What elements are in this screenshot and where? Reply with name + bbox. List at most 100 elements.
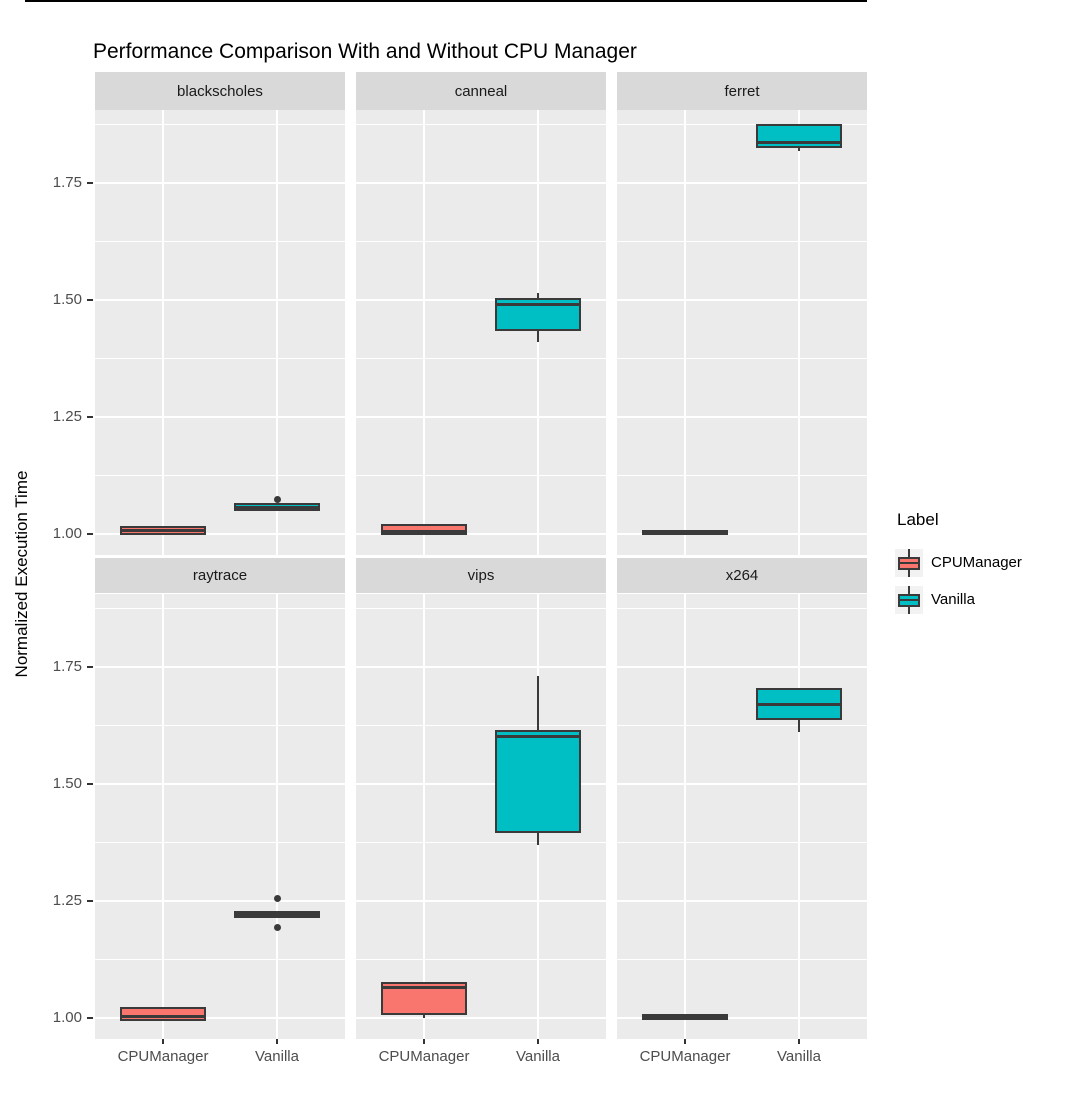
whisker-upper-canneal-Vanilla xyxy=(537,292,539,300)
y-tick-label: 1.25 xyxy=(52,891,82,909)
gridline-major-v xyxy=(798,594,800,1039)
gridline-minor-h xyxy=(356,841,606,843)
gridline-major-h xyxy=(356,782,606,785)
gridline-major-v xyxy=(684,594,686,1039)
whisker-lower-canneal-Vanilla xyxy=(537,329,539,342)
facet-panel-blackscholes xyxy=(95,110,345,555)
gridline-minor-h xyxy=(617,958,867,960)
median-blackscholes-Vanilla xyxy=(234,505,320,509)
whisker-lower-vips-CPUManager xyxy=(423,1012,425,1018)
gridline-major-h xyxy=(95,665,345,668)
gridline-major-h xyxy=(617,181,867,184)
gridline-major-h xyxy=(617,782,867,785)
x-tick-mark xyxy=(537,1039,539,1044)
gridline-minor-h xyxy=(617,607,867,609)
median-raytrace-Vanilla xyxy=(234,913,320,917)
legend-label-cpumanager: CPUManager xyxy=(931,554,1022,571)
gridline-minor-h xyxy=(356,958,606,960)
facet-panel-vips xyxy=(356,594,606,1039)
gridline-major-v xyxy=(684,110,686,555)
gridline-major-h xyxy=(617,665,867,668)
whisker-lower-ferret-Vanilla xyxy=(798,146,800,151)
whisker-lower-x264-Vanilla xyxy=(798,718,800,733)
y-tick-mark xyxy=(87,415,93,418)
x-tick-label: Vanilla xyxy=(255,1048,299,1065)
gridline-major-h xyxy=(95,532,345,535)
gridline-minor-h xyxy=(95,240,345,242)
whisker-lower-vips-Vanilla xyxy=(537,830,539,845)
gridline-major-h xyxy=(95,782,345,785)
x-tick-mark xyxy=(798,1039,800,1044)
gridline-major-h xyxy=(356,415,606,418)
x-tick-label: CPUManager xyxy=(378,1048,470,1065)
gridline-minor-h xyxy=(356,607,606,609)
x-tick-label: Vanilla xyxy=(516,1048,560,1065)
gridline-major-h xyxy=(356,181,606,184)
gridline-major-h xyxy=(617,298,867,301)
facet-strip-blackscholes: blackscholes xyxy=(95,72,345,110)
x-tick-label: CPUManager xyxy=(639,1048,731,1065)
facet-strip-x264: x264 xyxy=(617,558,867,593)
median-ferret-Vanilla xyxy=(756,141,842,145)
gridline-major-v xyxy=(162,594,164,1039)
y-tick-mark xyxy=(87,899,93,902)
x-tick-label: Vanilla xyxy=(777,1048,821,1065)
gridline-minor-h xyxy=(617,357,867,359)
gridline-major-h xyxy=(356,899,606,902)
median-canneal-CPUManager xyxy=(381,529,467,533)
y-tick-label: 1.25 xyxy=(52,407,82,425)
y-tick-mark xyxy=(87,782,93,785)
facet-strip-vips: vips xyxy=(356,558,606,593)
y-tick-label: 1.75 xyxy=(52,657,82,675)
gridline-minor-h xyxy=(356,724,606,726)
gridline-minor-h xyxy=(617,123,867,125)
gridline-major-h xyxy=(356,665,606,668)
gridline-major-v xyxy=(162,110,164,555)
y-tick-label: 1.75 xyxy=(52,173,82,191)
gridline-major-v xyxy=(276,594,278,1039)
gridline-minor-h xyxy=(95,357,345,359)
facet-panel-canneal xyxy=(356,110,606,555)
gridline-minor-h xyxy=(95,474,345,476)
gridline-major-h xyxy=(617,1016,867,1019)
gridline-minor-h xyxy=(95,607,345,609)
gridline-major-h xyxy=(95,1016,345,1019)
median-x264-CPUManager xyxy=(642,1015,728,1019)
facet-strip-raytrace: raytrace xyxy=(95,558,345,593)
y-tick-mark xyxy=(87,665,93,668)
x-tick-label: CPUManager xyxy=(117,1048,209,1065)
whisker-upper-vips-Vanilla xyxy=(537,675,539,733)
boxplot-box-glyph xyxy=(898,594,920,607)
outlier-raytrace-Vanilla xyxy=(273,894,281,902)
facet-strip-ferret: ferret xyxy=(617,72,867,110)
gridline-minor-h xyxy=(95,841,345,843)
gridline-minor-h xyxy=(356,474,606,476)
legend-title: Label xyxy=(897,510,939,529)
median-vips-CPUManager xyxy=(381,985,467,989)
y-tick-mark xyxy=(87,532,93,535)
outlier-raytrace-Vanilla xyxy=(273,924,281,932)
chart-title: Performance Comparison With and Without … xyxy=(93,40,637,63)
gridline-minor-h xyxy=(356,357,606,359)
y-tick-mark xyxy=(87,1016,93,1019)
x-tick-mark xyxy=(684,1039,686,1044)
gridline-minor-h xyxy=(617,724,867,726)
gridline-minor-h xyxy=(617,240,867,242)
gridline-major-h xyxy=(617,899,867,902)
gridline-minor-h xyxy=(356,240,606,242)
gridline-minor-h xyxy=(356,123,606,125)
gridline-major-h xyxy=(356,298,606,301)
y-tick-label: 1.00 xyxy=(52,1008,82,1026)
gridline-minor-h xyxy=(617,474,867,476)
gridline-minor-h xyxy=(95,724,345,726)
gridline-major-h xyxy=(356,532,606,535)
box-ferret-Vanilla xyxy=(756,124,842,149)
x-tick-mark xyxy=(276,1039,278,1044)
y-tick-label: 1.00 xyxy=(52,524,82,542)
y-tick-mark xyxy=(87,298,93,301)
legend-label-vanilla: Vanilla xyxy=(931,591,975,608)
median-raytrace-CPUManager xyxy=(120,1015,206,1019)
facet-strip-canneal: canneal xyxy=(356,72,606,110)
median-canneal-Vanilla xyxy=(495,302,581,306)
